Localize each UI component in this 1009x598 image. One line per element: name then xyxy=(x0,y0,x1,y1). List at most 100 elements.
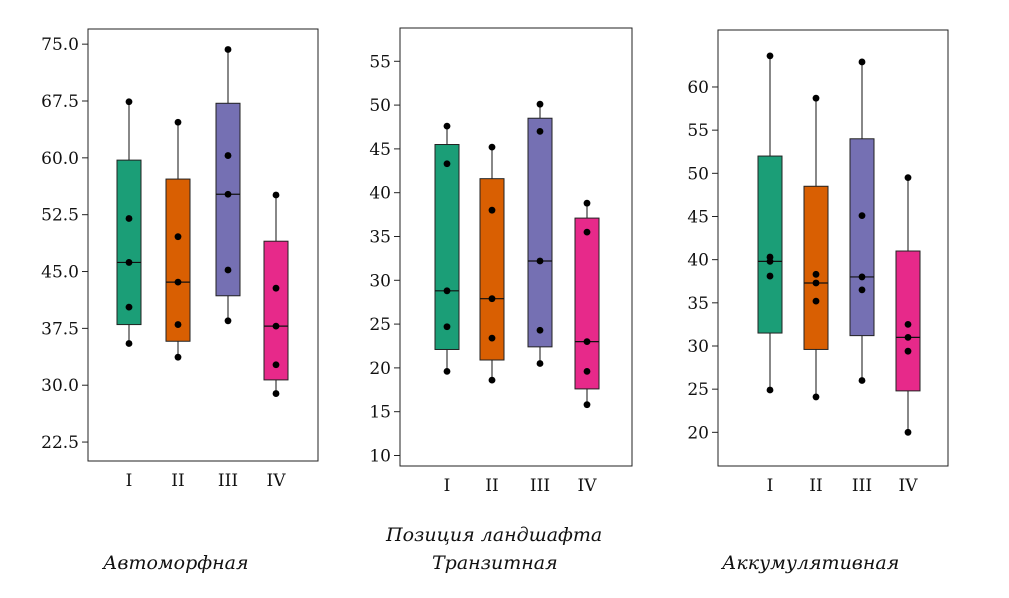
x-category-label: I xyxy=(767,476,774,496)
data-point xyxy=(443,367,451,375)
data-point xyxy=(536,360,544,367)
data-point xyxy=(812,393,820,401)
data-point xyxy=(443,323,451,331)
y-tick-label: 45.0 xyxy=(41,263,79,283)
data-point xyxy=(224,152,232,159)
data-point xyxy=(812,94,820,102)
data-point xyxy=(488,334,496,342)
plot-frame xyxy=(717,29,949,467)
data-point xyxy=(174,118,182,126)
y-tick-label: 45 xyxy=(687,207,709,227)
box-rect xyxy=(479,178,505,361)
x-category-label: IV xyxy=(267,471,287,491)
data-point xyxy=(536,100,544,108)
box-IV xyxy=(263,191,289,397)
data-point xyxy=(583,199,591,207)
data-point xyxy=(224,266,232,274)
data-point xyxy=(536,257,544,265)
data-point xyxy=(224,317,232,325)
x-category-label: I xyxy=(126,471,133,491)
data-point xyxy=(858,286,866,294)
x-category-label: II xyxy=(171,471,184,491)
data-point xyxy=(766,52,774,60)
data-point xyxy=(174,233,182,241)
y-tick-label: 20 xyxy=(687,423,709,443)
y-tick-label: 25 xyxy=(369,315,391,335)
box-IV xyxy=(574,199,600,409)
box-III xyxy=(849,58,875,384)
y-tick-label: 40 xyxy=(687,251,709,271)
y-tick-label: 30.0 xyxy=(41,376,79,396)
y-tick-label: 55 xyxy=(687,121,709,141)
data-point xyxy=(272,191,280,199)
data-point xyxy=(904,428,912,436)
x-category-label: IV xyxy=(578,476,598,496)
box-rect xyxy=(895,250,921,392)
box-II xyxy=(479,143,505,384)
data-point xyxy=(272,322,280,330)
data-point xyxy=(766,386,774,394)
data-point xyxy=(812,297,820,305)
box-rect xyxy=(116,159,142,326)
panel-label-tranzitnaya: Транзитная xyxy=(432,552,558,574)
y-tick-label: 45 xyxy=(369,140,391,160)
data-point xyxy=(536,326,544,334)
data-point xyxy=(858,377,866,384)
y-tick-label: 55 xyxy=(369,52,391,72)
y-tick-label: 35 xyxy=(687,294,709,314)
y-tick-label: 60.0 xyxy=(41,149,79,169)
box-rect xyxy=(215,102,241,297)
y-tick-label: 50 xyxy=(687,164,709,184)
x-category-label: III xyxy=(530,476,550,496)
box-IV xyxy=(895,174,921,436)
data-point xyxy=(812,279,820,287)
box-rect xyxy=(165,178,191,342)
data-point xyxy=(904,174,912,182)
data-point xyxy=(125,303,133,311)
box-I xyxy=(757,52,783,394)
y-tick-label: 25 xyxy=(687,380,709,400)
data-point xyxy=(583,338,591,346)
box-rect xyxy=(849,138,875,337)
data-point xyxy=(766,272,774,280)
y-tick-label: 20 xyxy=(369,359,391,379)
data-point xyxy=(904,347,912,355)
data-point xyxy=(858,273,866,281)
data-point xyxy=(224,190,232,198)
data-point xyxy=(583,401,591,409)
data-point xyxy=(125,98,133,106)
data-point xyxy=(443,122,451,130)
y-tick-label: 10 xyxy=(369,446,391,466)
box-rect xyxy=(263,240,289,381)
x-category-label: IV xyxy=(899,476,919,496)
data-point xyxy=(904,321,912,328)
data-point xyxy=(858,212,866,220)
x-category-label: I xyxy=(444,476,451,496)
box-rect xyxy=(527,117,553,348)
y-tick-label: 22.5 xyxy=(41,433,79,453)
data-point xyxy=(272,390,280,397)
data-point xyxy=(125,259,133,266)
panel-avtomorfnaya: 22.530.037.545.052.560.067.575.0I II III IV xyxy=(41,28,319,491)
box-rect xyxy=(434,144,460,350)
y-tick-label: 60 xyxy=(687,78,709,98)
box-I xyxy=(116,98,142,347)
data-point xyxy=(272,361,280,369)
x-category-label: III xyxy=(218,471,238,491)
data-point xyxy=(536,127,544,135)
data-point xyxy=(174,278,182,286)
box-III xyxy=(527,100,553,367)
caption-title: Позиция ландшафта xyxy=(386,524,603,546)
box-rect xyxy=(757,155,783,334)
panel-label-avtomorfnaya: Автоморфная xyxy=(103,552,249,574)
y-tick-label: 75.0 xyxy=(41,35,79,55)
y-tick-label: 67.5 xyxy=(41,92,79,112)
data-point xyxy=(174,353,182,361)
y-tick-label: 50 xyxy=(369,96,391,116)
y-tick-label: 37.5 xyxy=(41,319,79,339)
x-category-label: II xyxy=(809,476,822,496)
data-point xyxy=(443,160,451,168)
data-point xyxy=(583,367,591,375)
